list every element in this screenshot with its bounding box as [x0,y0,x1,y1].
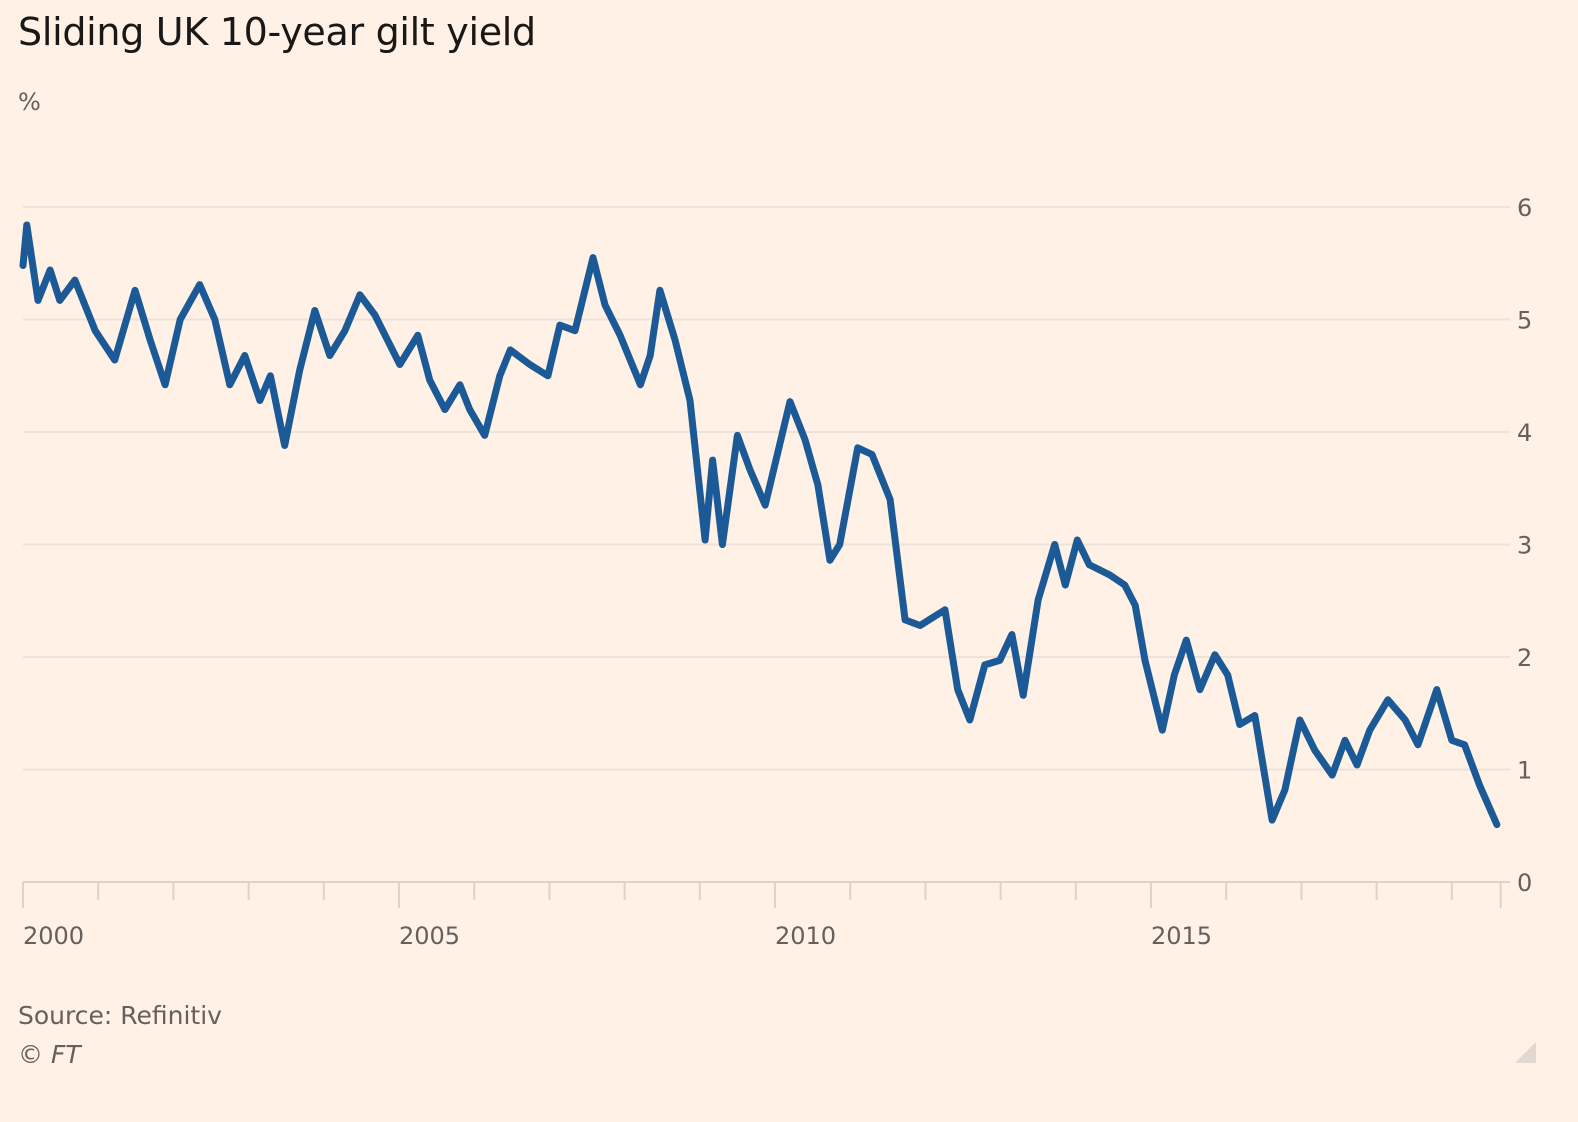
chart-title: Sliding UK 10-year gilt yield [18,10,536,54]
x-tick-label: 2000 [23,922,84,950]
y-tick-label: 1 [1517,757,1532,785]
y-tick-label: 3 [1517,532,1532,560]
y-tick-label: 6 [1517,194,1532,222]
x-tick-label: 2015 [1151,922,1212,950]
copyright-note: © FT [18,1040,81,1069]
x-tick-label: 2010 [775,922,836,950]
series-line-0 [19,221,1501,829]
y-tick-label: 5 [1517,307,1532,335]
y-tick-label: 0 [1517,869,1532,897]
y-tick-label: 4 [1517,419,1532,447]
y-tick-label: 2 [1517,644,1532,672]
x-axis: 2000 2005 2010 2015 [22,881,1510,950]
series-group [19,221,1501,829]
source-note: Source: Refinitiv [18,1001,222,1030]
x-tick-label: 2005 [399,922,460,950]
y-axis: 0 1 2 3 4 5 6 [1517,194,1532,897]
y-axis-unit-label: % [18,88,41,116]
resize-handle-icon[interactable] [1515,1042,1536,1063]
